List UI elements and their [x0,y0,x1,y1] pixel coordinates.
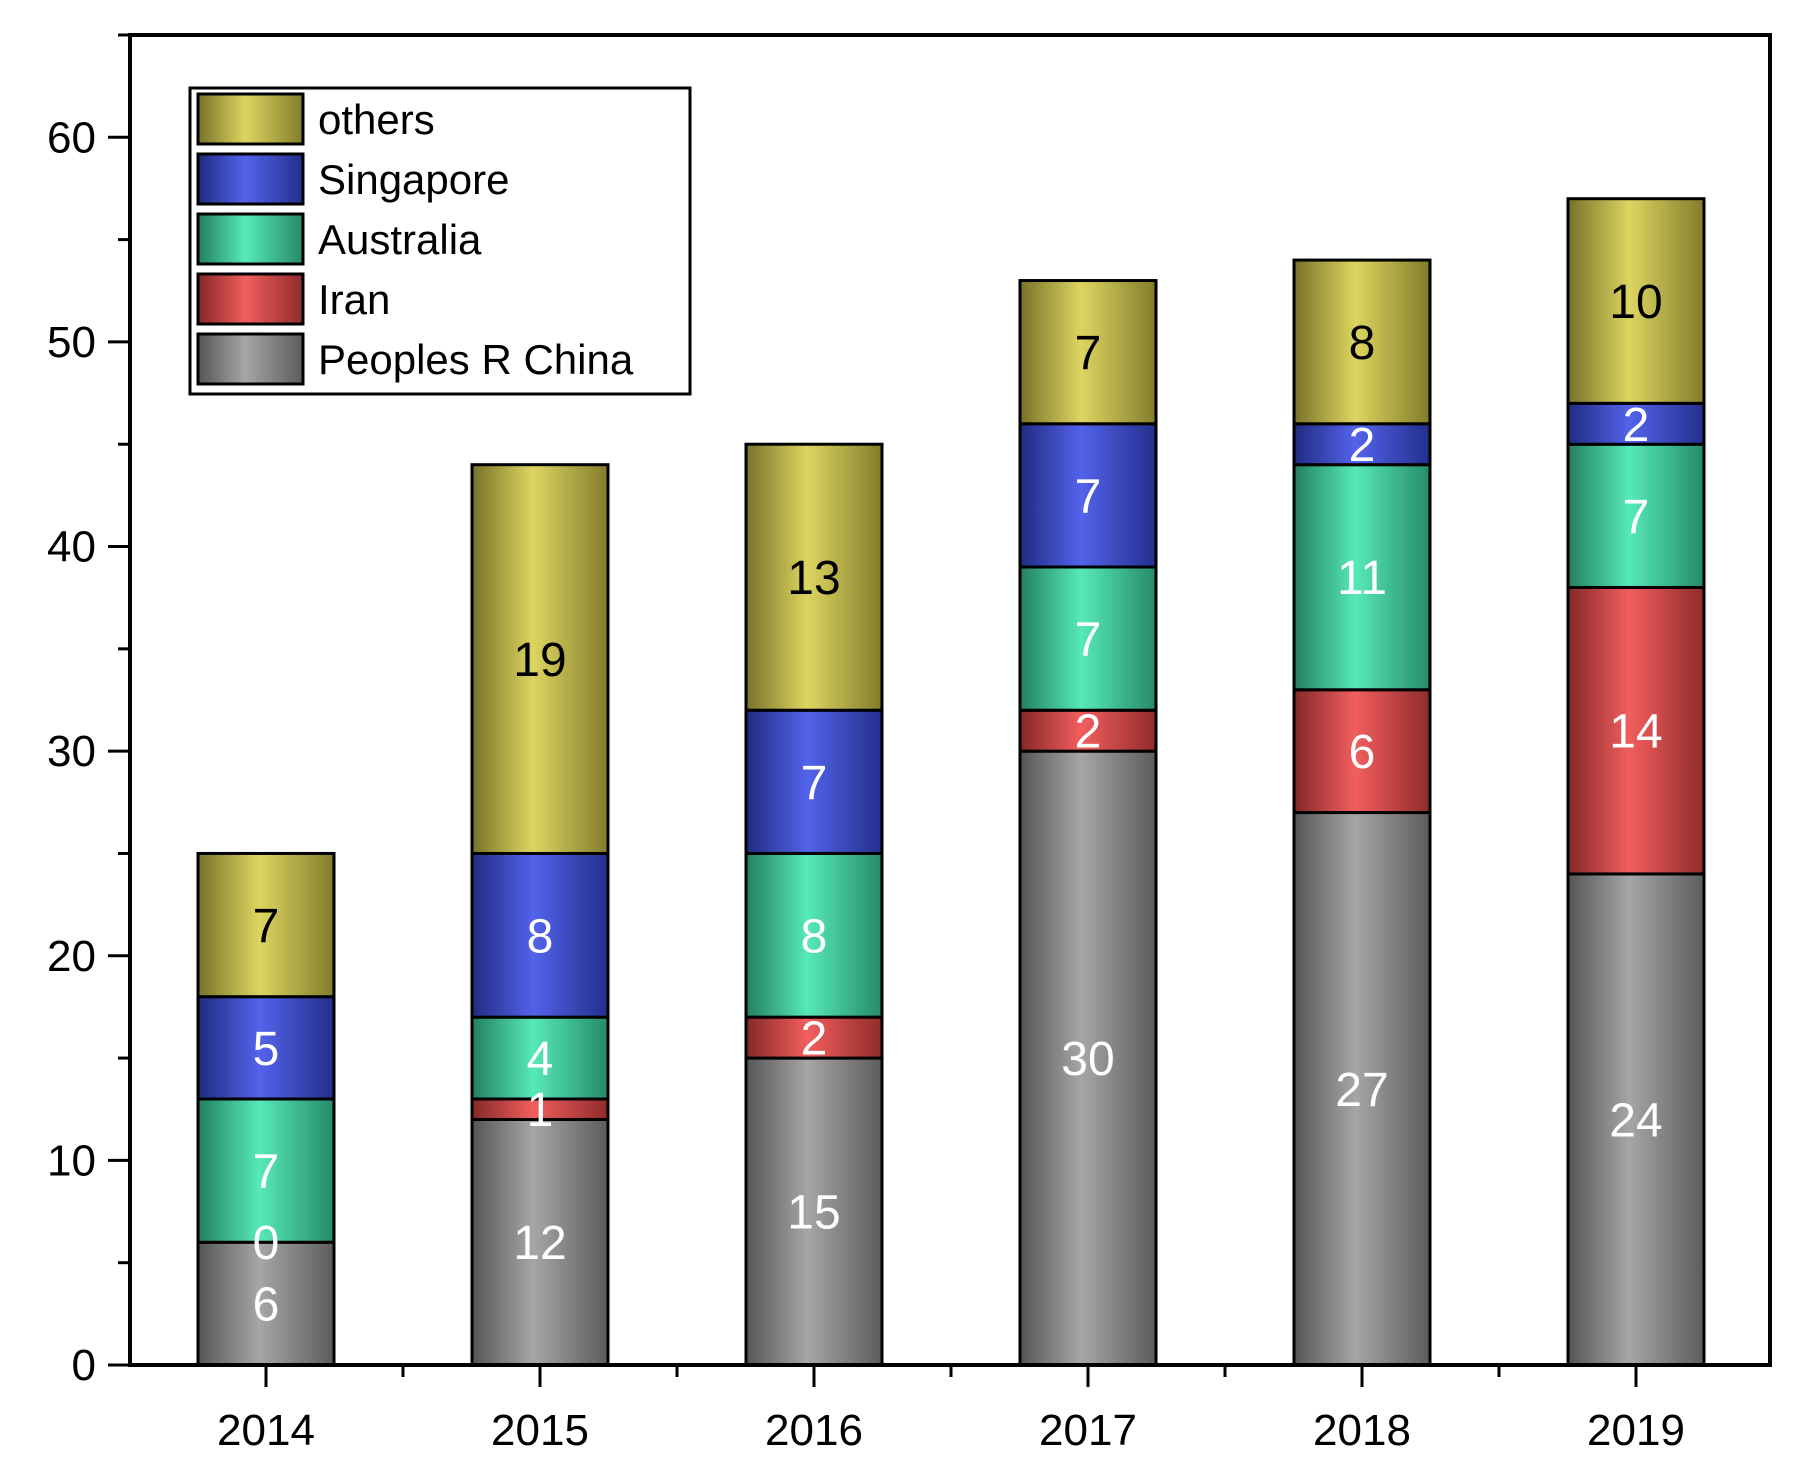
bar-segment-peoples-r-china-2019 [1566,872,1706,1367]
legend-swatch-others [196,92,305,146]
data-label-iran-2014: 0 [253,1217,280,1270]
bar-segment-australia-2015 [470,1015,610,1101]
bar-segment-singapore-2015 [470,851,610,1019]
bar-segment-australia-2016 [744,851,884,1019]
data-label-singapore-2015: 8 [527,910,554,963]
x-tick-label-2016: 2016 [765,1406,863,1455]
data-label-peoples-r-china-2018: 27 [1335,1064,1388,1117]
data-label-australia-2015: 4 [527,1033,554,1086]
bar-segment-australia-2019 [1566,442,1706,589]
data-label-australia-2014: 7 [253,1146,280,1199]
data-label-others-2019: 10 [1609,276,1662,329]
bar-segment-peoples-r-china-2016 [744,1056,884,1367]
y-tick-label: 40 [47,523,96,572]
bar-segment-iran-2018 [1292,688,1432,815]
legend-swatch-singapore [196,152,305,206]
bar-segment-others-2017 [1018,279,1158,426]
x-axis: 2014 2015 2016 2017 2018 2019 [217,1365,1685,1455]
bar-segment-australia-2014 [196,1097,336,1244]
y-axis: 0 10 20 30 40 50 60 [47,33,130,1390]
x-tick-label-2018: 2018 [1313,1406,1411,1455]
x-tick-label-2014: 2014 [217,1406,315,1455]
data-label-others-2015: 19 [513,634,566,687]
data-label-singapore-2019: 2 [1623,399,1650,452]
bars-group [196,197,1706,1367]
legend-label-australia: Australia [318,216,482,263]
y-tick-label: 60 [47,113,96,162]
bar-segment-others-2014 [196,851,336,999]
data-label-australia-2017: 7 [1075,614,1102,667]
y-tick-label: 0 [72,1341,96,1390]
legend-label-others: others [318,96,435,143]
bar-segment-singapore-2017 [1018,422,1158,569]
data-label-iran-2016: 2 [801,1013,828,1066]
data-label-singapore-2014: 5 [253,1023,280,1076]
data-label-australia-2019: 7 [1623,491,1650,544]
bar-segment-singapore-2016 [744,708,884,855]
x-tick-label-2019: 2019 [1587,1406,1685,1455]
data-label-iran-2015: 1 [527,1084,554,1137]
data-label-peoples-r-china-2019: 24 [1609,1094,1662,1147]
y-tick-label: 10 [47,1136,96,1185]
data-label-peoples-r-china-2016: 15 [787,1187,840,1240]
x-tick-label-2015: 2015 [491,1406,589,1455]
bar-segment-singapore-2018 [1292,422,1432,467]
data-label-peoples-r-china-2015: 12 [513,1217,566,1270]
x-tick-label-2017: 2017 [1039,1406,1137,1455]
bar-segment-peoples-r-china-2018 [1292,811,1432,1367]
data-label-others-2017: 7 [1075,327,1102,380]
legend-label-peoples-r-china: Peoples R China [318,336,634,383]
data-label-others-2018: 8 [1349,317,1376,370]
legend-label-iran: Iran [318,276,390,323]
data-label-singapore-2016: 7 [801,757,828,810]
legend-swatch-iran [196,272,305,326]
data-label-iran-2019: 14 [1609,706,1662,759]
y-tick-label: 50 [47,318,96,367]
data-label-singapore-2018: 2 [1349,419,1376,472]
legend-swatch-peoples-r-china [196,332,305,386]
y-tick-label: 20 [47,932,96,981]
legend-swatch-australia [196,212,305,266]
bar-segment-others-2015 [470,463,610,855]
bar-segment-peoples-r-china-2017 [1018,749,1158,1367]
bar-segment-australia-2017 [1018,565,1158,712]
data-label-others-2016: 13 [787,552,840,605]
legend: others Singapore Australia Iran Peoples R Ch… [188,86,692,396]
bar-segment-others-2019 [1566,197,1706,405]
legend-label-singapore: Singapore [318,156,509,203]
data-label-peoples-r-china-2014: 6 [253,1279,280,1332]
data-label-singapore-2017: 7 [1075,470,1102,523]
data-label-peoples-r-china-2017: 30 [1061,1033,1114,1086]
bar-segment-peoples-r-china-2014 [196,1240,336,1367]
data-label-australia-2016: 8 [801,910,828,963]
y-tick-label: 30 [47,727,96,776]
data-label-others-2014: 7 [253,900,280,953]
data-label-iran-2017: 2 [1075,706,1102,759]
bar-segment-iran-2017 [1018,708,1158,753]
bar-segment-others-2016 [744,442,884,712]
data-label-iran-2018: 6 [1349,726,1376,779]
bar-segment-others-2018 [1292,258,1432,426]
data-label-australia-2018: 11 [1337,552,1387,605]
